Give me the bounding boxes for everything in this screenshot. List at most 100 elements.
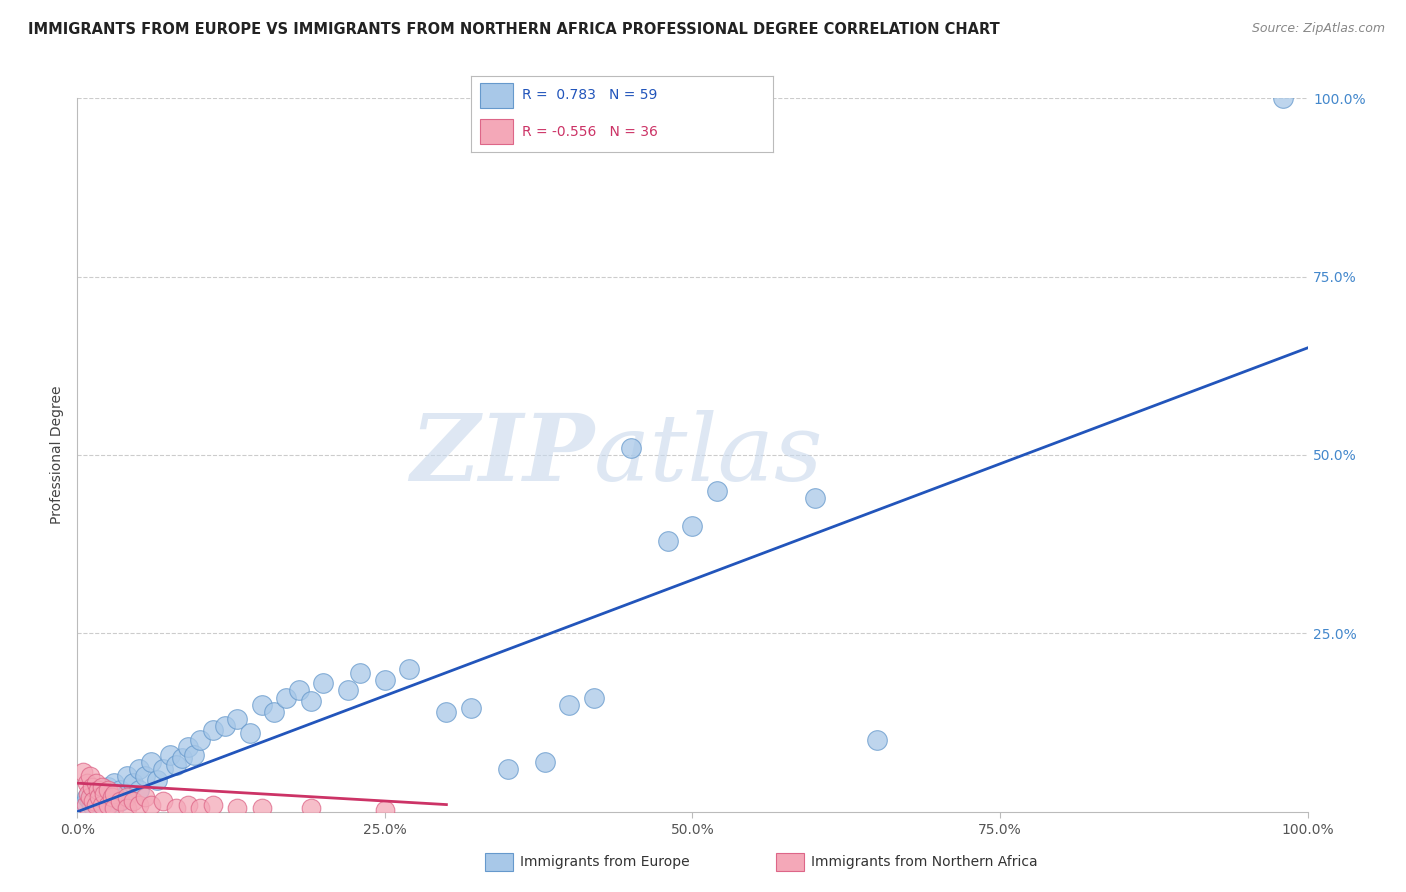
Text: Source: ZipAtlas.com: Source: ZipAtlas.com bbox=[1251, 22, 1385, 36]
Bar bbox=[479, 83, 513, 108]
Point bbox=[121, 776, 143, 790]
Point bbox=[398, 662, 420, 676]
Point bbox=[337, 683, 360, 698]
Point bbox=[263, 705, 285, 719]
Point bbox=[97, 783, 120, 797]
Bar bbox=[479, 119, 513, 144]
Point bbox=[583, 690, 606, 705]
Point bbox=[276, 690, 298, 705]
Point bbox=[177, 797, 200, 812]
Point bbox=[90, 797, 114, 812]
Point bbox=[657, 533, 679, 548]
Point bbox=[177, 740, 200, 755]
Point bbox=[374, 803, 396, 817]
Point bbox=[97, 797, 120, 812]
Point bbox=[226, 801, 249, 815]
Point bbox=[558, 698, 581, 712]
Point bbox=[159, 747, 181, 762]
Point bbox=[115, 790, 138, 805]
Point bbox=[115, 769, 138, 783]
Point bbox=[226, 712, 249, 726]
Point bbox=[866, 733, 889, 747]
Point bbox=[103, 801, 125, 815]
Point bbox=[152, 762, 174, 776]
Point bbox=[77, 787, 100, 801]
Point bbox=[89, 790, 111, 805]
Text: atlas: atlas bbox=[595, 410, 824, 500]
Point bbox=[374, 673, 396, 687]
Point bbox=[170, 751, 193, 765]
Point bbox=[79, 790, 101, 805]
Point bbox=[90, 783, 114, 797]
Point bbox=[706, 483, 728, 498]
Point bbox=[190, 733, 212, 747]
Text: R = -0.556   N = 36: R = -0.556 N = 36 bbox=[523, 125, 658, 138]
Point bbox=[84, 776, 107, 790]
Point bbox=[90, 794, 114, 808]
Point bbox=[299, 801, 322, 815]
Point bbox=[165, 801, 187, 815]
Point bbox=[436, 705, 458, 719]
Point bbox=[134, 769, 156, 783]
Point bbox=[82, 794, 104, 808]
Point bbox=[288, 683, 311, 698]
Point bbox=[103, 790, 125, 805]
Point bbox=[214, 719, 236, 733]
Point bbox=[141, 797, 163, 812]
Point bbox=[620, 441, 643, 455]
Point bbox=[312, 676, 335, 690]
Point bbox=[250, 801, 273, 815]
Point bbox=[90, 780, 114, 794]
Point bbox=[128, 797, 150, 812]
Point bbox=[93, 790, 115, 805]
Point bbox=[201, 723, 224, 737]
Point bbox=[87, 783, 110, 797]
Text: R =  0.783   N = 59: R = 0.783 N = 59 bbox=[523, 88, 658, 103]
Text: IMMIGRANTS FROM EUROPE VS IMMIGRANTS FROM NORTHERN AFRICA PROFESSIONAL DEGREE CO: IMMIGRANTS FROM EUROPE VS IMMIGRANTS FRO… bbox=[28, 22, 1000, 37]
Point bbox=[103, 776, 125, 790]
Point bbox=[110, 794, 132, 808]
Point bbox=[84, 797, 107, 812]
Point bbox=[183, 747, 205, 762]
Point bbox=[299, 694, 322, 708]
Point bbox=[682, 519, 704, 533]
Text: ZIP: ZIP bbox=[409, 410, 595, 500]
Point bbox=[534, 755, 557, 769]
Point bbox=[146, 772, 169, 787]
Point bbox=[110, 783, 132, 797]
Point bbox=[82, 797, 104, 812]
Point bbox=[128, 762, 150, 776]
Point bbox=[115, 801, 138, 815]
Point bbox=[152, 794, 174, 808]
Point bbox=[82, 780, 104, 794]
Point bbox=[76, 776, 98, 790]
Point bbox=[101, 787, 124, 801]
Point bbox=[89, 790, 111, 805]
Point bbox=[349, 665, 371, 680]
Point bbox=[804, 491, 827, 505]
Point bbox=[128, 783, 150, 797]
Point bbox=[121, 794, 143, 808]
Point bbox=[76, 790, 98, 805]
Point bbox=[84, 787, 107, 801]
Point bbox=[1272, 91, 1295, 105]
Point bbox=[84, 794, 107, 808]
Point bbox=[72, 765, 94, 780]
Point bbox=[72, 797, 94, 812]
Point bbox=[110, 794, 132, 808]
Point bbox=[141, 755, 163, 769]
Point bbox=[97, 780, 120, 794]
Y-axis label: Professional Degree: Professional Degree bbox=[51, 385, 65, 524]
Point bbox=[97, 797, 120, 812]
Point bbox=[93, 787, 115, 801]
Point bbox=[250, 698, 273, 712]
Point bbox=[75, 797, 97, 812]
Point bbox=[201, 797, 224, 812]
Point bbox=[134, 790, 156, 805]
Text: Immigrants from Northern Africa: Immigrants from Northern Africa bbox=[811, 855, 1038, 869]
Point bbox=[79, 794, 101, 808]
Point bbox=[165, 758, 187, 772]
Point bbox=[460, 701, 482, 715]
Point bbox=[239, 726, 262, 740]
Text: Immigrants from Europe: Immigrants from Europe bbox=[520, 855, 690, 869]
